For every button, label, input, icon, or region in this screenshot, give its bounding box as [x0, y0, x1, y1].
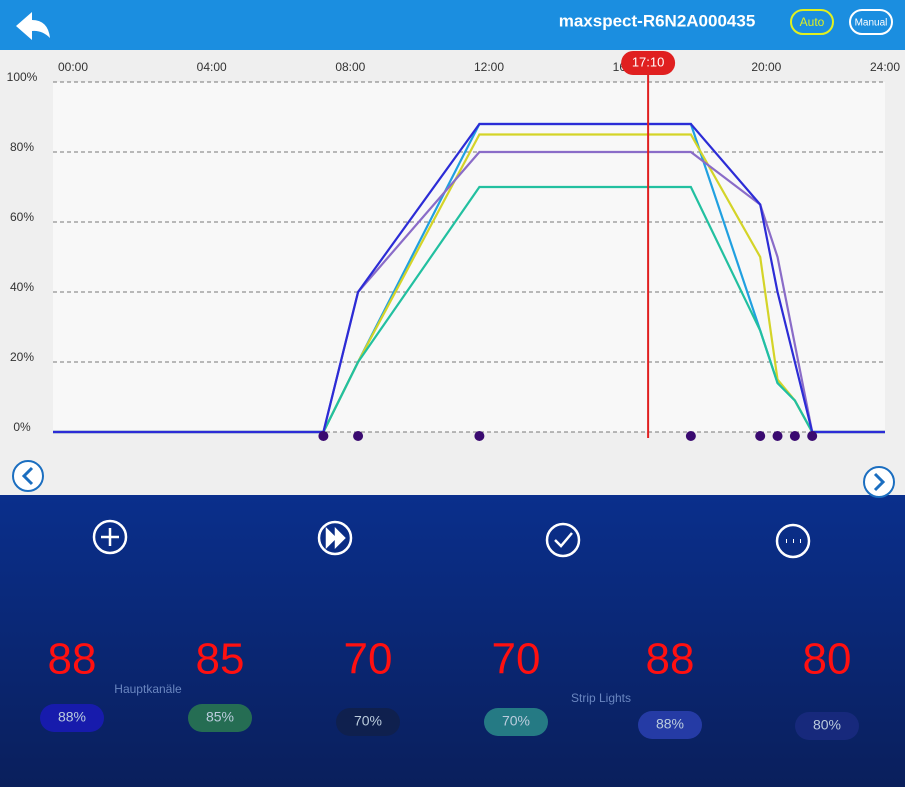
channel-percent: 85%	[206, 709, 234, 725]
channel-pill	[188, 704, 252, 732]
y-tick-label: 100%	[7, 70, 38, 84]
device-name: maxspect-R6N2A000435	[559, 11, 756, 30]
prev-button[interactable]	[12, 460, 44, 492]
control-point	[353, 431, 364, 441]
channel-pill	[336, 708, 400, 736]
y-tick-label: 60%	[10, 210, 34, 224]
current-time-label: 17:10	[632, 54, 665, 69]
channel-pill	[484, 708, 548, 736]
header-bar	[0, 0, 905, 50]
x-tick-label: 20:00	[751, 60, 781, 74]
channel-percent: 70%	[502, 713, 530, 729]
x-tick-label: 12:00	[474, 60, 504, 74]
control-point	[474, 431, 485, 441]
manual-label: Manual	[855, 18, 888, 29]
prev-icon	[21, 466, 34, 486]
group-label: Hauptkanäle	[114, 682, 182, 696]
channel-value: 80	[803, 635, 852, 684]
x-tick-label: 08:00	[335, 60, 365, 74]
next-button[interactable]	[863, 466, 895, 498]
next-icon	[873, 472, 886, 492]
plot-area	[53, 82, 885, 432]
channel-value: 70	[344, 635, 393, 684]
channel-value: 70	[492, 635, 541, 684]
control-point	[755, 431, 766, 441]
add-button[interactable]	[92, 519, 128, 555]
more-button[interactable]	[775, 523, 811, 559]
channel-percent: 88%	[656, 716, 684, 732]
y-tick-label: 20%	[10, 350, 34, 364]
channel-percent: 80%	[813, 717, 841, 733]
x-tick-label: 00:00	[58, 60, 88, 74]
control-point	[789, 431, 800, 441]
current-time-badge	[621, 51, 676, 75]
series-line	[53, 185, 885, 434]
control-point	[318, 431, 329, 441]
channel-value: 85	[196, 635, 245, 684]
control-point	[772, 431, 783, 441]
x-tick-label: 04:00	[197, 60, 227, 74]
back-button[interactable]	[16, 12, 50, 40]
channel-pill	[40, 704, 104, 732]
control-point	[807, 431, 818, 441]
channel-percent: 70%	[354, 713, 382, 729]
group-label: Strip Lights	[571, 691, 631, 705]
control-point	[685, 431, 696, 441]
y-tick-label: 0%	[13, 420, 31, 434]
bottom-panel	[0, 495, 905, 787]
channel-percent: 88%	[58, 709, 86, 725]
channel-value: 88	[646, 635, 695, 684]
series-line	[53, 122, 885, 434]
forward-button[interactable]	[317, 520, 353, 556]
channel-pill	[795, 712, 859, 740]
auto-button[interactable]	[790, 9, 834, 35]
manual-button[interactable]	[849, 9, 893, 35]
channel-pill	[638, 711, 702, 739]
y-tick-label: 80%	[10, 140, 34, 154]
channel-value: 88	[48, 635, 97, 684]
y-tick-label: 40%	[10, 280, 34, 294]
confirm-button[interactable]	[545, 522, 581, 558]
auto-label: Auto	[800, 15, 825, 29]
x-tick-label: 24:00	[870, 60, 900, 74]
